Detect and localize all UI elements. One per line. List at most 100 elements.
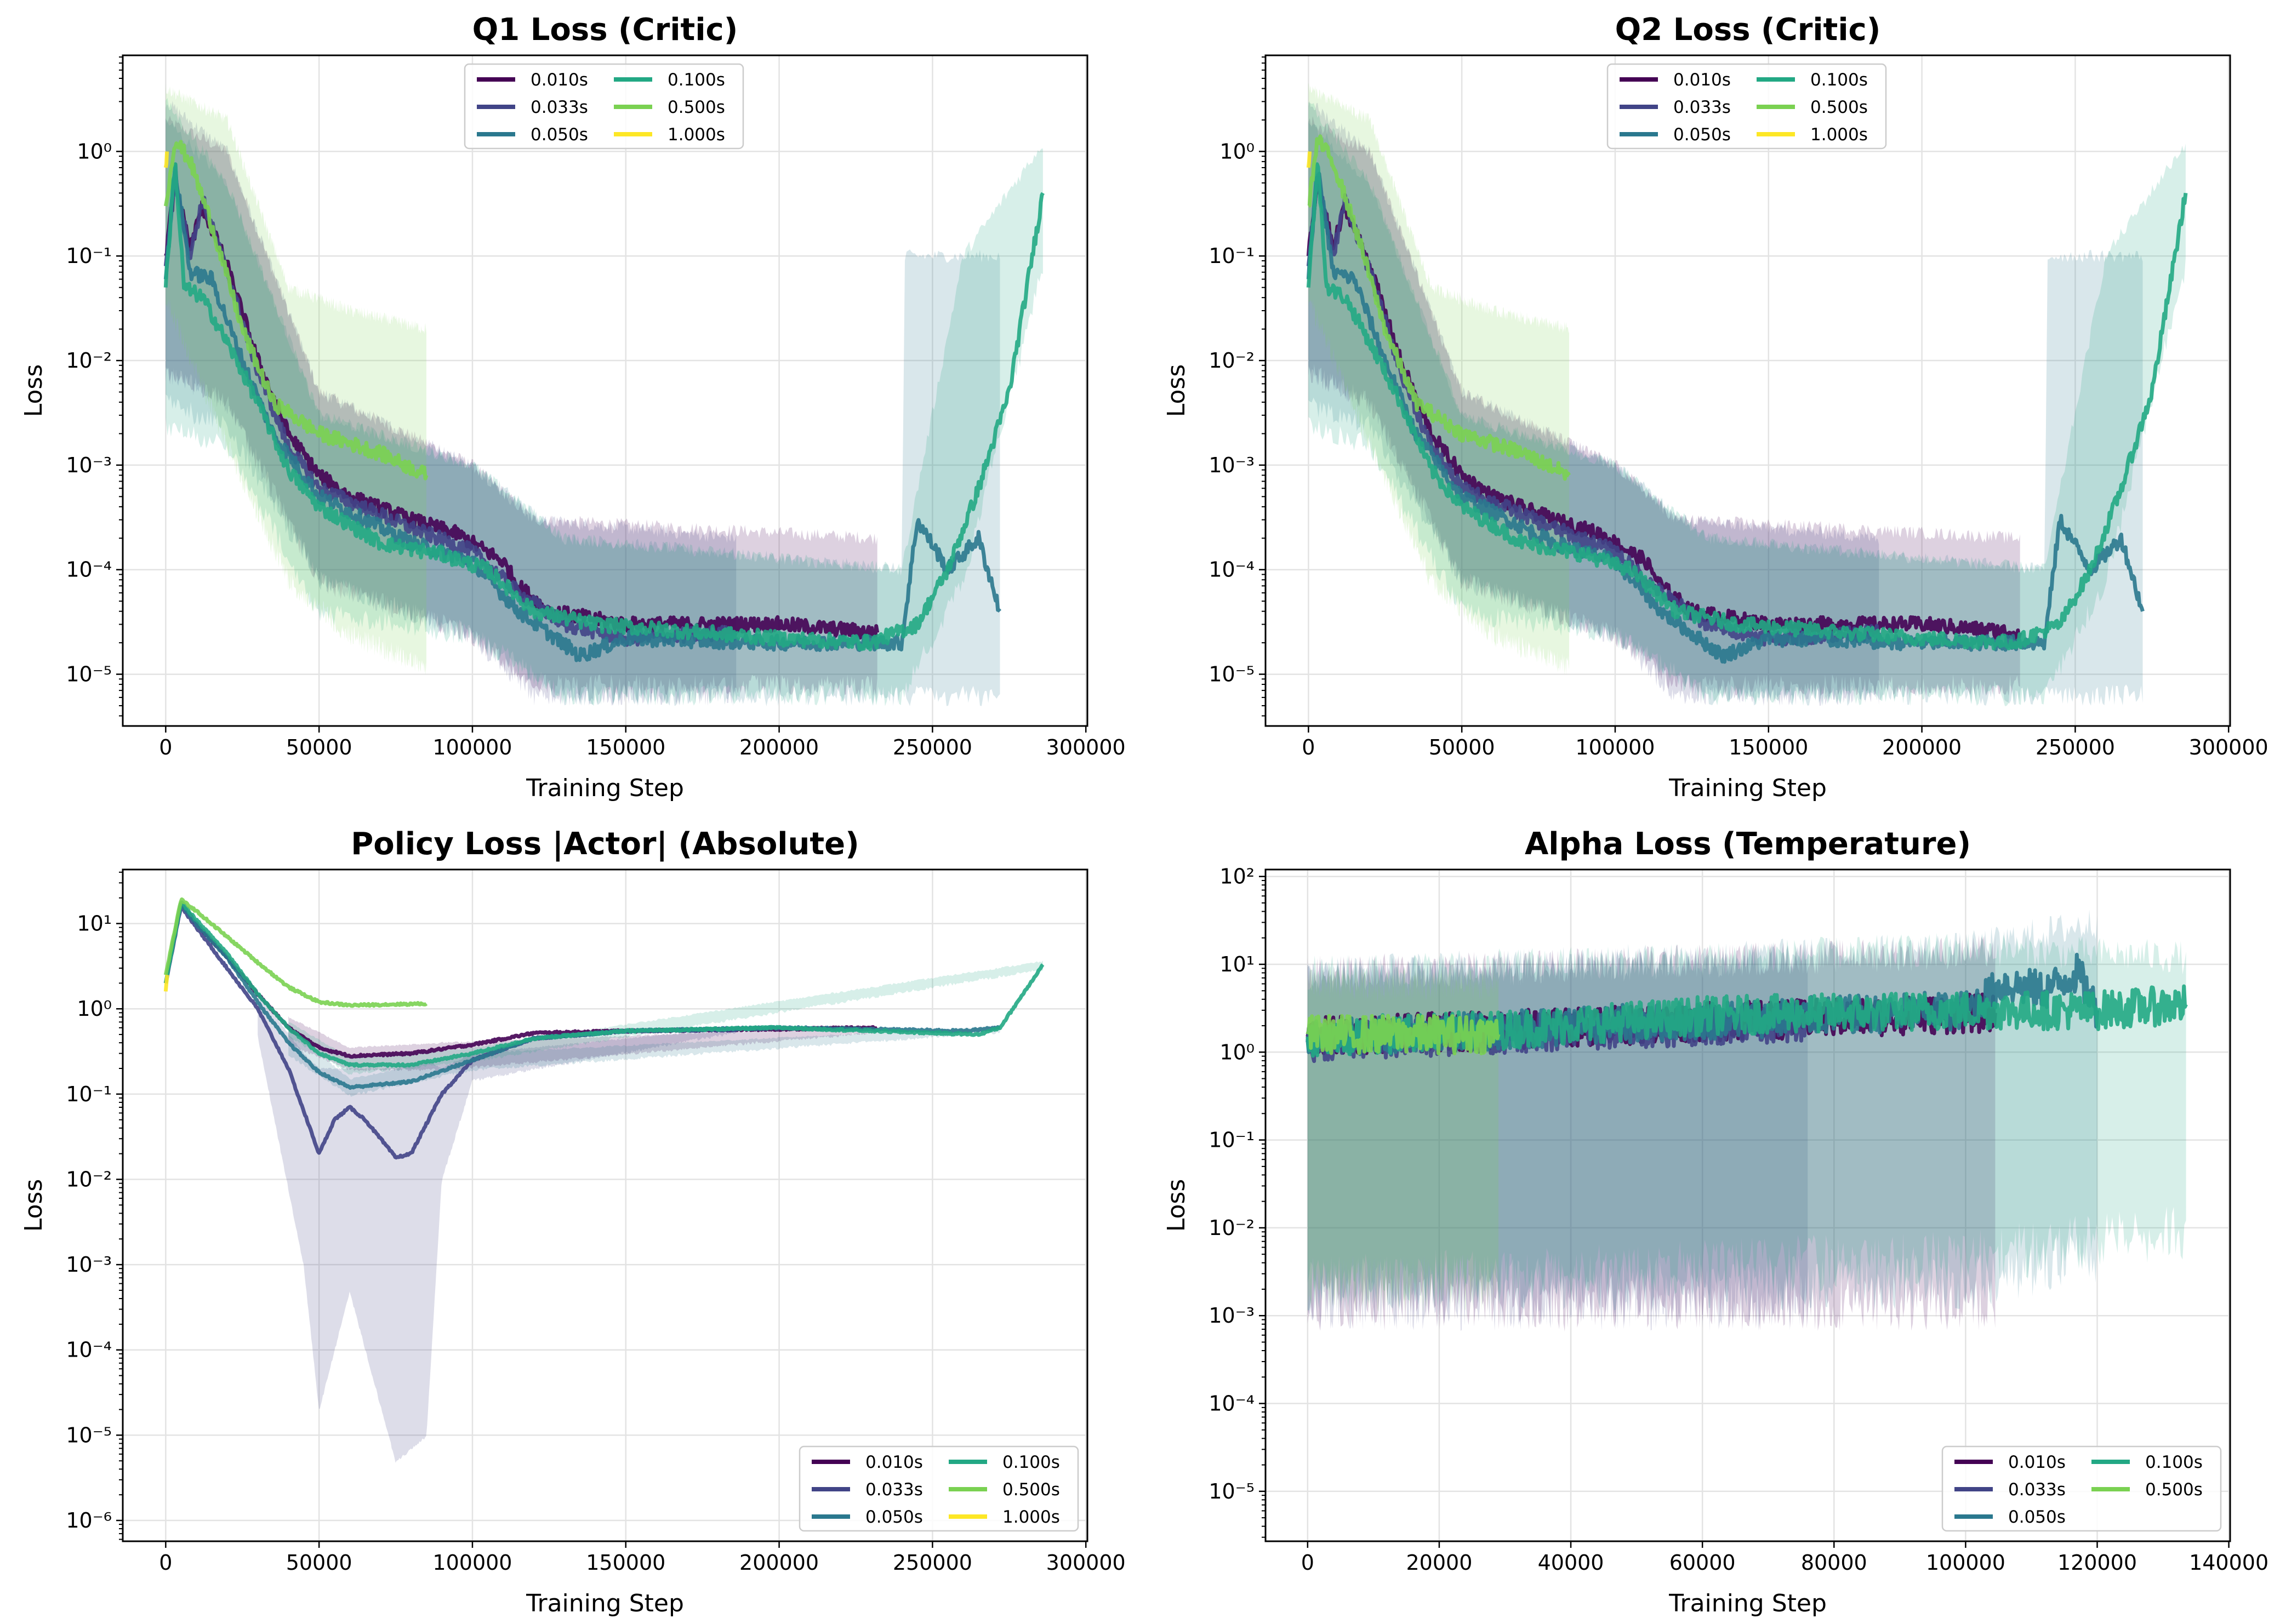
x-tick-label: 140000 xyxy=(2189,1551,2268,1575)
x-tick-label: 50000 xyxy=(286,1551,352,1575)
legend-label: 0.050s xyxy=(531,125,588,145)
legend-item: 0.010s xyxy=(477,70,588,90)
series-band-0.100s xyxy=(166,98,1043,706)
series-band-0.500s xyxy=(166,83,426,675)
x-axis-label: Training Step xyxy=(526,1589,684,1617)
y-tick-label: 10⁻⁴ xyxy=(66,1338,112,1362)
series-band-0.010s xyxy=(1308,116,2020,696)
series-line-1.000s xyxy=(1306,151,1312,168)
x-axis-label: Training Step xyxy=(1668,1589,1827,1617)
legend-item: 0.010s xyxy=(1620,70,1731,90)
legend-item: 1.000s xyxy=(949,1507,1060,1527)
y-tick-label: 10⁻² xyxy=(1209,1216,1255,1240)
series-line-0.010s xyxy=(1306,176,2022,642)
series-band-0.050s xyxy=(288,1026,1000,1097)
y-tick-label: 10⁰ xyxy=(1219,139,1255,163)
legend-item: 1.000s xyxy=(1757,125,1868,145)
x-tick-label: 60000 xyxy=(1669,1551,1736,1575)
y-axis-label: Loss xyxy=(20,364,48,418)
series-line-0.500s xyxy=(163,140,429,481)
x-tick-label: 0 xyxy=(1301,1551,1314,1575)
legend-label: 0.500s xyxy=(2145,1480,2203,1500)
series-line-0.100s xyxy=(163,900,1045,1068)
y-axis-label: Loss xyxy=(20,1179,48,1232)
series-line-0.500s xyxy=(163,897,428,1008)
chart-panel: 0 50000 100000 150000 200000 250000 300000 10⁻⁵… xyxy=(20,12,1126,802)
legend-label: 0.050s xyxy=(2008,1507,2066,1527)
legend-label: 0.100s xyxy=(1810,70,1868,90)
legend-label: 0.500s xyxy=(1810,98,1868,117)
legend-label: 0.050s xyxy=(865,1507,923,1527)
legend-label: 0.010s xyxy=(531,70,588,90)
chart-title: Alpha Loss (Temperature) xyxy=(1525,826,1971,862)
y-axis-label: Loss xyxy=(1162,1179,1190,1232)
y-tick-label: 10⁻⁵ xyxy=(1209,1479,1255,1503)
axes-frame xyxy=(1264,868,2231,1542)
axes-frame xyxy=(1264,54,2231,727)
y-tick-label: 10⁻¹ xyxy=(66,244,112,268)
x-tick-label: 200000 xyxy=(739,735,819,759)
legend-item: 0.033s xyxy=(812,1480,923,1500)
chart-panel: 0 50000 100000 150000 200000 250000 300000 10⁻⁵… xyxy=(1162,12,2268,802)
legend: 0.010s 0.033s 0.050s 0.100s 0.500s xyxy=(1941,1445,2222,1532)
legend-label: 1.000s xyxy=(1002,1507,1060,1527)
series-line-0.100s xyxy=(1306,162,2188,651)
y-tick-label: 10⁻¹ xyxy=(66,1082,112,1106)
x-tick-label: 250000 xyxy=(893,1551,972,1575)
x-tick-label: 50000 xyxy=(286,735,352,759)
x-tick-label: 100000 xyxy=(432,735,512,759)
y-tick-label: 10¹ xyxy=(1219,952,1255,976)
legend-label: 0.010s xyxy=(865,1453,923,1472)
x-tick-label: 20000 xyxy=(1406,1551,1472,1575)
x-tick-label: 200000 xyxy=(739,1551,819,1575)
legend-label: 0.500s xyxy=(1002,1480,1060,1500)
y-tick-label: 10⁻³ xyxy=(66,1253,112,1277)
x-tick-label: 0 xyxy=(159,1551,172,1575)
legend-label: 0.100s xyxy=(1002,1453,1060,1472)
legend-item: 0.050s xyxy=(1954,1507,2066,1527)
legend-item: 1.000s xyxy=(614,125,725,145)
legend-item: 0.050s xyxy=(1620,125,1731,145)
y-tick-label: 10⁻⁴ xyxy=(1209,1392,1255,1416)
legend-label: 0.500s xyxy=(668,98,725,117)
x-tick-label: 300000 xyxy=(1046,735,1126,759)
legend-item: 0.100s xyxy=(949,1453,1060,1472)
x-tick-label: 250000 xyxy=(893,735,972,759)
legend-item: 0.100s xyxy=(1757,70,1868,90)
y-tick-label: 10⁰ xyxy=(77,139,112,163)
y-tick-label: 10⁻² xyxy=(1209,348,1255,373)
y-tick-label: 10⁰ xyxy=(77,997,112,1021)
series-line-1.000s xyxy=(163,974,169,992)
plot-area xyxy=(163,83,1045,707)
legend-item: 0.500s xyxy=(2091,1480,2203,1500)
chart-panel: 0 20000 40000 60000 80000 100000 120000 140000 1… xyxy=(1162,826,2268,1617)
y-tick-label: 10⁻⁴ xyxy=(66,558,112,582)
x-tick-label: 100000 xyxy=(1575,735,1655,759)
series-band-0.050s xyxy=(1308,122,2143,706)
series-line-0.500s xyxy=(1307,134,1571,481)
legend: 0.010s 0.033s 0.050s 0.100s 0.500s 1.000s xyxy=(1606,63,1887,150)
chart-title: Q1 Loss (Critic) xyxy=(472,12,738,48)
legend-item: 0.100s xyxy=(614,70,725,90)
legend-item: 0.050s xyxy=(812,1507,923,1527)
x-tick-label: 120000 xyxy=(2057,1551,2137,1575)
y-tick-label: 10⁻¹ xyxy=(1209,244,1255,268)
x-tick-label: 150000 xyxy=(586,1551,665,1575)
legend-label: 0.033s xyxy=(2008,1480,2066,1500)
chart-title: Q2 Loss (Critic) xyxy=(1615,12,1881,48)
x-axis-label: Training Step xyxy=(1668,774,1827,802)
x-tick-label: 200000 xyxy=(1882,735,1962,759)
x-tick-label: 50000 xyxy=(1429,735,1495,759)
x-tick-label: 250000 xyxy=(2036,735,2115,759)
legend-label: 1.000s xyxy=(1810,125,1868,145)
y-tick-label: 10⁻⁵ xyxy=(66,1423,112,1447)
legend-label: 0.033s xyxy=(531,98,588,117)
legend-item: 0.050s xyxy=(477,125,588,145)
legend-label: 0.010s xyxy=(2008,1453,2066,1472)
series-band-0.033s xyxy=(1308,101,1879,706)
legend-item: 0.033s xyxy=(1954,1480,2066,1500)
x-tick-label: 150000 xyxy=(1729,735,1808,759)
series-band-0.010s xyxy=(166,116,877,696)
legend-label: 1.000s xyxy=(668,125,725,145)
